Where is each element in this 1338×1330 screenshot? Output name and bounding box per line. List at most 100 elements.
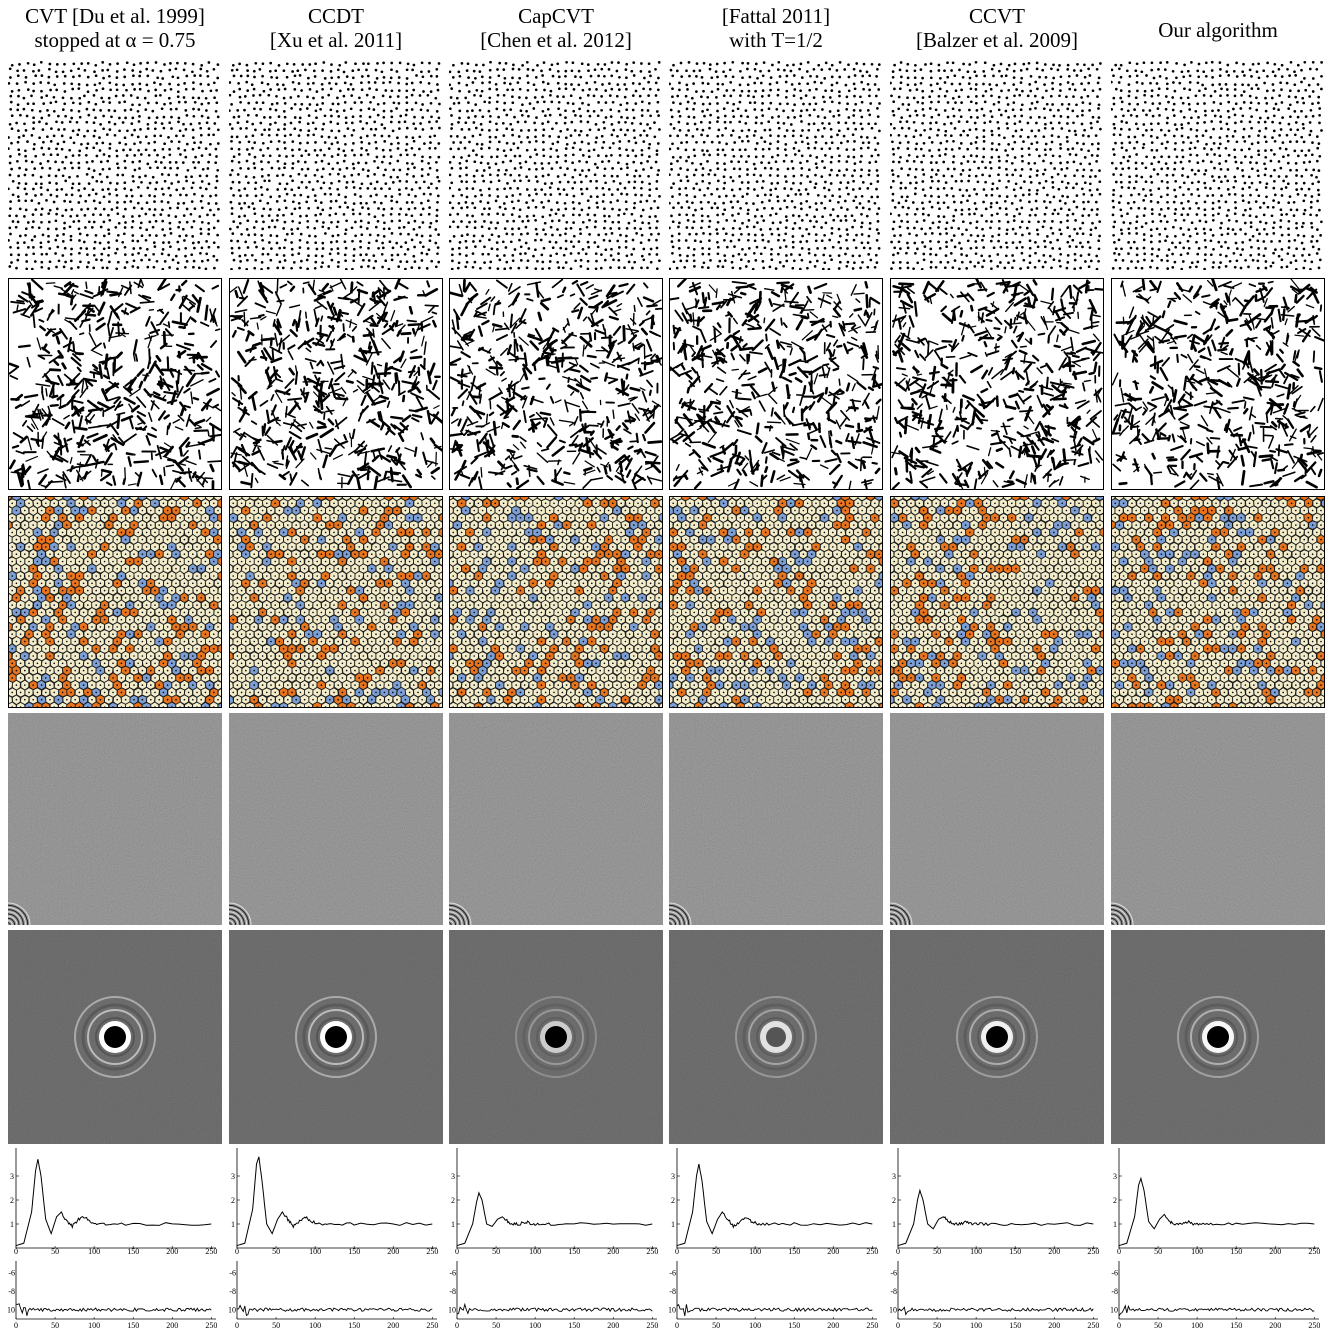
column-title-line1: CVT [Du et al. 1999] <box>25 4 205 28</box>
x-tick-label: 100 <box>88 1321 100 1330</box>
x-tick-label: 250 <box>205 1321 217 1330</box>
column-title-line2: with T=1/2 <box>729 28 823 52</box>
y-tick-label: -10 <box>669 1306 676 1315</box>
anisotropy-plot: -6 -8 -10 0 50 100 150 200 250 <box>669 1258 883 1330</box>
x-tick-label: 250 <box>646 1247 658 1254</box>
y-tick-label: 1 <box>231 1220 235 1229</box>
x-tick-label: 200 <box>1048 1247 1060 1254</box>
column-title-line1: [Fattal 2011] <box>721 4 831 28</box>
column-title-line1: CCVT <box>968 4 1025 28</box>
anisotropy-line <box>897 1306 1094 1316</box>
radial-power-plot: 1 2 3 0 50 100 150 200 250 <box>229 1148 443 1254</box>
x-tick-label: 0 <box>235 1321 239 1330</box>
radial-power-plot: 1 2 3 0 50 100 150 200 250 <box>669 1148 883 1254</box>
x-tick-label: 150 <box>127 1321 139 1330</box>
x-tick-label: 100 <box>529 1321 541 1330</box>
spectrum-line <box>1118 1176 1315 1247</box>
point-distribution <box>669 60 883 270</box>
x-tick-label: 150 <box>348 1321 360 1330</box>
point-distribution <box>1111 60 1325 270</box>
y-tick-label: -6 <box>1111 1268 1118 1277</box>
point-distribution <box>890 60 1104 270</box>
voronoi-diagram <box>669 496 883 708</box>
x-tick-label: 0 <box>1117 1247 1121 1254</box>
anisotropy-line <box>15 1303 212 1316</box>
x-tick-label: 50 <box>712 1247 720 1254</box>
x-tick-label: 150 <box>348 1247 360 1254</box>
x-tick-label: 0 <box>235 1247 239 1254</box>
y-tick-label: -10 <box>229 1306 236 1315</box>
y-tick-label: -6 <box>8 1268 15 1277</box>
x-tick-label: 200 <box>1269 1321 1281 1330</box>
x-tick-label: 100 <box>309 1247 321 1254</box>
y-tick-label: -10 <box>8 1306 15 1315</box>
x-tick-label: 0 <box>675 1247 679 1254</box>
x-tick-label: 0 <box>14 1247 18 1254</box>
column-title: CCVT [Balzer et al. 2009] <box>884 4 1110 52</box>
x-tick-label: 150 <box>1009 1321 1021 1330</box>
x-tick-label: 100 <box>970 1321 982 1330</box>
x-tick-label: 150 <box>1230 1247 1242 1254</box>
x-tick-label: 150 <box>127 1247 139 1254</box>
column-6: Our algorithm 1 2 3 0 50 100 150 200 250 -6 -8 -10 0 5… <box>1111 0 1325 1330</box>
x-tick-label: 150 <box>788 1321 800 1330</box>
x-tick-label: 0 <box>896 1247 900 1254</box>
radial-power-plot: 1 2 3 0 50 100 150 200 250 <box>1111 1148 1325 1254</box>
y-tick-label: 2 <box>892 1196 896 1205</box>
y-tick-label: 3 <box>451 1172 455 1181</box>
x-tick-label: 150 <box>568 1247 580 1254</box>
x-tick-label: 100 <box>749 1247 761 1254</box>
x-tick-label: 250 <box>1087 1321 1099 1330</box>
x-tick-label: 100 <box>309 1321 321 1330</box>
x-tick-label: 0 <box>455 1247 459 1254</box>
distance-plot <box>669 278 883 490</box>
differential-domain <box>1111 713 1325 925</box>
y-tick-label: 1 <box>892 1220 896 1229</box>
x-tick-label: 200 <box>827 1247 839 1254</box>
anisotropy-line <box>676 1303 873 1317</box>
y-tick-label: -8 <box>1111 1287 1118 1296</box>
point-distribution <box>449 60 663 270</box>
x-tick-label: 200 <box>1269 1247 1281 1254</box>
x-tick-label: 100 <box>88 1247 100 1254</box>
x-tick-label: 250 <box>646 1321 658 1330</box>
column-2: CCDT [Xu et al. 2011] 1 2 3 0 50 100 150 200 250 -6… <box>229 0 443 1330</box>
y-tick-label: 3 <box>10 1172 14 1181</box>
anisotropy-plot: -6 -8 -10 0 50 100 150 200 250 <box>449 1258 663 1330</box>
voronoi-diagram <box>229 496 443 708</box>
point-distribution <box>229 60 443 270</box>
differential-domain <box>890 713 1104 925</box>
spectrum-line <box>15 1159 212 1247</box>
y-tick-label: -6 <box>229 1268 236 1277</box>
anisotropy-plot: -6 -8 -10 0 50 100 150 200 250 <box>229 1258 443 1330</box>
column-title: Our algorithm <box>1105 18 1331 42</box>
x-tick-label: 200 <box>607 1321 619 1330</box>
y-tick-label: -10 <box>890 1306 897 1315</box>
y-tick-label: 3 <box>671 1172 675 1181</box>
x-tick-label: 200 <box>387 1247 399 1254</box>
y-tick-label: 3 <box>1113 1172 1117 1181</box>
distance-plot <box>8 278 222 490</box>
spectrum-line <box>456 1191 653 1247</box>
x-tick-label: 50 <box>492 1321 500 1330</box>
voronoi-diagram <box>449 496 663 708</box>
radial-power-plot: 1 2 3 0 50 100 150 200 250 <box>890 1148 1104 1254</box>
column-title: CCDT [Xu et al. 2011] <box>223 4 449 52</box>
differential-domain <box>8 713 222 925</box>
x-tick-label: 0 <box>1117 1321 1121 1330</box>
distance-plot <box>890 278 1104 490</box>
x-tick-label: 200 <box>166 1321 178 1330</box>
x-tick-label: 50 <box>712 1321 720 1330</box>
x-tick-label: 250 <box>426 1247 438 1254</box>
y-tick-label: 2 <box>231 1196 235 1205</box>
column-4: [Fattal 2011] with T=1/2 1 2 3 0 50 100 150 200 25… <box>669 0 883 1330</box>
x-tick-label: 100 <box>529 1247 541 1254</box>
spectrum-line <box>236 1156 433 1247</box>
y-tick-label: 2 <box>1113 1196 1117 1205</box>
column-5: CCVT [Balzer et al. 2009] 1 2 3 0 50 100 150 200 2… <box>890 0 1104 1330</box>
power-spectrum <box>229 930 443 1144</box>
x-tick-label: 50 <box>51 1321 59 1330</box>
y-tick-label: -8 <box>890 1287 897 1296</box>
x-tick-label: 0 <box>675 1321 679 1330</box>
x-tick-label: 250 <box>205 1247 217 1254</box>
